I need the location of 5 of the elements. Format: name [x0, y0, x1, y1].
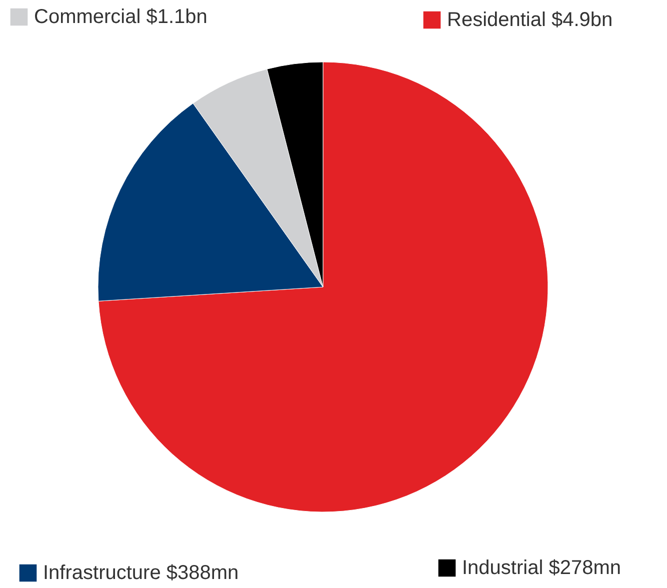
legend-label: Commercial $1.1bn: [34, 6, 208, 28]
legend-label: Industrial $278mn: [462, 557, 621, 579]
legend-label: Residential $4.9bn: [447, 9, 613, 31]
pie-slice: [98, 62, 548, 512]
legend-label: Infrastructure $388mn: [43, 562, 239, 584]
